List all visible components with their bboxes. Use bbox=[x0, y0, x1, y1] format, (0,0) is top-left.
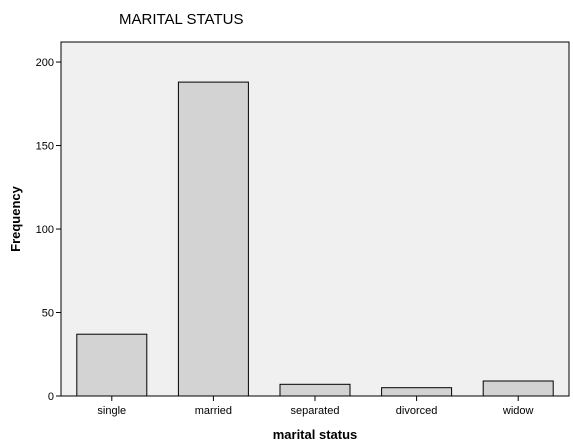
x-tick-label-married: married bbox=[195, 405, 232, 417]
bar-divorced bbox=[381, 387, 453, 397]
y-axis-title: Frequency bbox=[8, 185, 23, 252]
y-tick-label: 200 bbox=[36, 57, 54, 69]
bar-single bbox=[76, 333, 148, 397]
x-tick-label-divorced: divorced bbox=[396, 405, 438, 417]
y-tick-label: 0 bbox=[48, 391, 54, 403]
x-axis: single married separated divorced widow bbox=[97, 396, 534, 417]
bars-group bbox=[76, 81, 554, 397]
y-tick-label: 50 bbox=[42, 308, 54, 320]
x-tick-label-widow: widow bbox=[502, 405, 534, 417]
bar-widow bbox=[482, 380, 554, 397]
x-tick-label-separated: separated bbox=[291, 405, 340, 417]
bar-separated bbox=[279, 383, 351, 397]
y-tick-label: 150 bbox=[36, 141, 54, 153]
x-axis-title: marital status bbox=[273, 427, 358, 442]
chart-title: MARITAL STATUS bbox=[119, 11, 243, 28]
x-tick-label-single: single bbox=[97, 405, 126, 417]
y-tick-label: 100 bbox=[36, 224, 54, 236]
bar-married bbox=[177, 81, 249, 397]
y-axis: 0 50 100 150 200 bbox=[36, 57, 61, 403]
